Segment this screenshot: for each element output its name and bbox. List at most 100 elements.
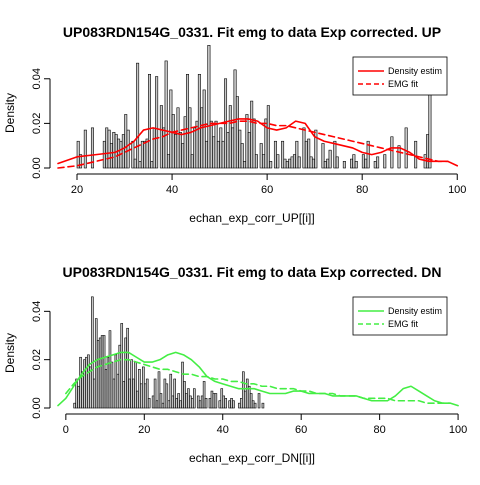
histogram-bar-up — [342, 161, 346, 169]
density-curves-up — [57, 118, 459, 169]
y-axis-dn: 0.00 0.02 0.04 — [31, 301, 51, 419]
histogram-bar-up — [240, 143, 244, 169]
histogram-bar-dn — [165, 383, 169, 409]
histogram-bar-dn — [159, 393, 163, 409]
chart-panel-dn: UP083RDN154G_0331. Fit emg to data Exp c… — [3, 264, 467, 465]
histogram-bar-up — [283, 158, 287, 169]
histogram-bar-up — [148, 74, 151, 169]
histogram-bar-up — [259, 143, 263, 169]
histogram-bar-up — [131, 140, 135, 169]
chart-title-up: UP083RDN154G_0331. Fit emg to data Exp c… — [63, 24, 441, 40]
histogram-bar-up — [169, 89, 173, 169]
x-axis-up: 20 40 60 80 100 — [71, 173, 466, 196]
histogram-bar-up — [140, 140, 144, 169]
histogram-bar-up — [266, 105, 270, 169]
histogram-bar-up — [126, 129, 130, 169]
histogram-bar-up — [200, 107, 204, 169]
histogram-bar-up — [285, 161, 289, 169]
emg-fit-line-up — [57, 120, 449, 169]
legend-box-up — [352, 56, 448, 96]
histogram-bar-up — [321, 143, 325, 169]
x-tick-label-up: 20 — [71, 184, 83, 196]
histogram-bar-up — [364, 158, 368, 169]
chart-title-dn: UP083RDN154G_0331. Fit emg to data Exp c… — [63, 264, 442, 280]
histogram-bar-up — [216, 140, 220, 169]
histogram-bar-dn — [198, 400, 202, 409]
histogram-bar-dn — [173, 378, 176, 409]
histogram-bar-up — [164, 60, 168, 169]
x-tick-label-up: 80 — [356, 184, 368, 196]
histogram-bar-dn — [183, 381, 186, 409]
x-tick-label-up: 40 — [166, 184, 178, 196]
histogram-bar-dn — [204, 398, 208, 409]
legend-label-emg-up: EMG fit — [388, 79, 419, 89]
histogram-bar-up — [212, 136, 216, 169]
histogram-bar-up — [311, 158, 315, 169]
histogram-bar-up — [183, 116, 187, 169]
histogram-bar-up — [376, 156, 380, 169]
histogram-bar-up — [354, 161, 358, 169]
legend-label-density-up: Density estim — [388, 66, 442, 76]
histogram-bar-up — [174, 134, 178, 169]
histogram-bar-up — [383, 154, 387, 169]
y-tick-label-dn: 0.00 — [31, 397, 43, 418]
histogram-bar-dn — [193, 388, 196, 409]
histogram-bar-up — [193, 127, 197, 169]
histogram-bar-up — [352, 154, 356, 169]
histogram-bar-dn — [147, 398, 151, 409]
emg-fit-line-dn — [65, 358, 452, 404]
histogram-bar-up — [307, 138, 311, 169]
histogram-bar-up — [105, 127, 109, 169]
histogram-bar-up — [79, 154, 83, 169]
histogram-bar-dn — [261, 402, 265, 409]
y-tick-label-up: 0.02 — [31, 113, 43, 134]
histogram-bar-dn — [257, 393, 261, 409]
legend-up: Density estim EMG fit — [352, 56, 448, 96]
histogram-bar-up — [197, 74, 201, 169]
histogram-bar-up — [326, 158, 330, 169]
histogram-bar-up — [150, 161, 154, 169]
histogram-bar-dn — [169, 373, 173, 409]
histogram-bar-up — [76, 140, 80, 169]
histogram-bar-up — [335, 156, 339, 169]
histogram-bar-up — [304, 140, 308, 169]
histogram-bar-up — [188, 107, 192, 169]
histogram-bar-up — [107, 129, 111, 169]
histogram-bar-dn — [224, 398, 227, 409]
histogram-bar-up — [214, 120, 218, 169]
histogram-bar-up — [323, 161, 327, 169]
histogram-bar-up — [276, 154, 280, 169]
histogram-bar-dn — [91, 296, 94, 409]
histogram-bar-up — [295, 140, 299, 169]
histogram-bar-up — [202, 89, 206, 169]
y-tick-label-up: 0.00 — [31, 157, 43, 178]
histogram-bar-up — [328, 149, 332, 169]
histogram-bar-up — [143, 140, 147, 169]
histogram-bar-dn — [242, 371, 245, 409]
histogram-bar-up — [219, 127, 223, 169]
histogram-bar-up — [404, 127, 408, 169]
histogram-bars-dn — [73, 296, 265, 409]
density-curves-dn — [57, 351, 459, 407]
histogram-bar-dn — [120, 323, 124, 409]
histogram-bar-up — [250, 100, 254, 169]
histogram-bar-dn — [132, 378, 135, 409]
histogram-bar-dn — [214, 393, 218, 409]
histogram-bar-dn — [153, 378, 157, 409]
histogram-bar-up — [350, 158, 353, 169]
histogram-bar-dn — [232, 400, 235, 409]
x-tick-label-up: 60 — [261, 184, 273, 196]
histogram-bar-dn — [98, 337, 102, 409]
y-tick-label-up: 0.04 — [31, 68, 43, 89]
histogram-bar-up — [133, 158, 137, 169]
histogram-bar-up — [269, 161, 273, 169]
histogram-bar-up — [138, 161, 142, 169]
histogram-bar-up — [102, 140, 106, 169]
histogram-bar-up — [176, 107, 180, 169]
histogram-bar-up — [155, 76, 159, 169]
histogram-bar-up — [121, 134, 125, 169]
x-tick-label-dn: 40 — [217, 424, 229, 436]
histogram-bar-up — [109, 143, 113, 169]
x-tick-label-dn: 80 — [374, 424, 386, 436]
